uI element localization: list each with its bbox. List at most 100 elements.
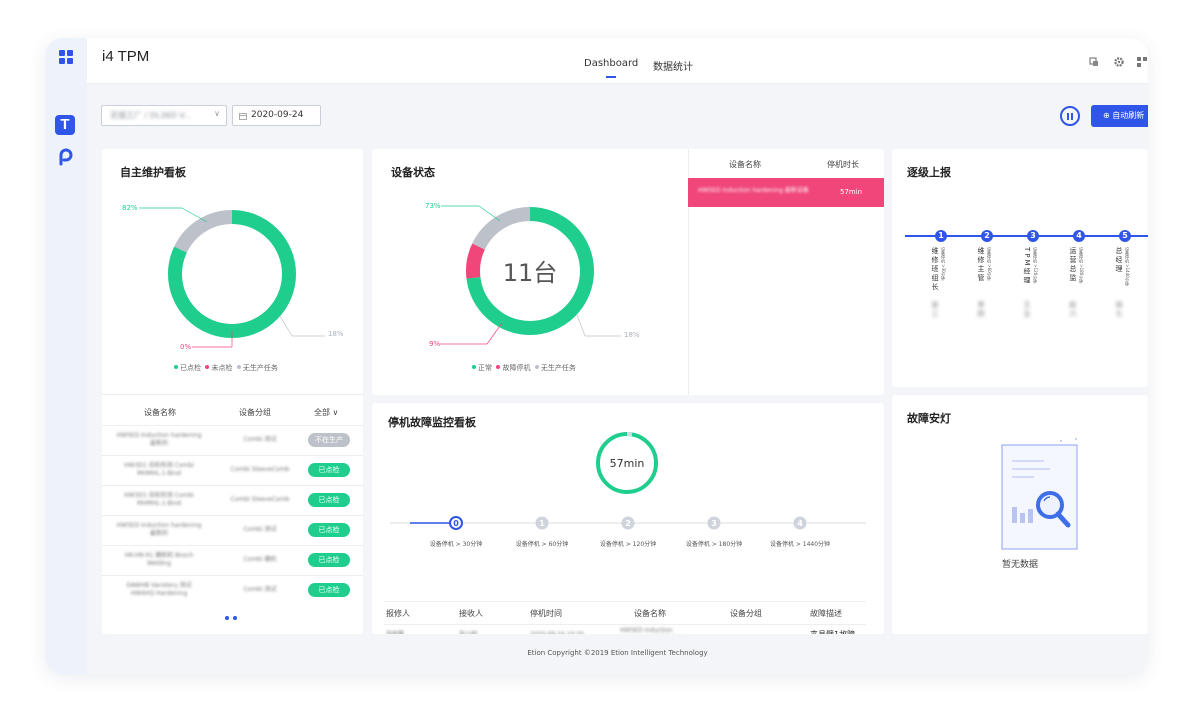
equipment-count: 11台: [503, 259, 558, 287]
app-window: T i4 TPM Dashboard 数据统计 无锡工厂 / DL36D V..…: [45, 38, 1148, 674]
escalation-person: 赵六: [1069, 301, 1077, 319]
andon-card: 故障安灯 暂无数据: [892, 395, 1148, 634]
downtime-row-cell: 2020-09-24 10:35: [530, 631, 600, 634]
svg-text:3: 3: [711, 519, 717, 528]
downtime-step-marker: 4: [793, 516, 807, 530]
downtime-column-header: 设备分组: [730, 609, 762, 618]
tab-statistics[interactable]: 数据统计: [653, 62, 693, 73]
downtime-column-header: 故障描述: [810, 609, 842, 618]
downtime-column-header: 设备名称: [634, 609, 666, 618]
escalation-person: 李四: [977, 301, 985, 319]
normal-percent-label: 73%: [425, 202, 441, 210]
row-device-group: Combi 测试: [243, 526, 277, 533]
column-device-group: 设备分组: [239, 408, 271, 417]
autonomous-donut-chart: 82% 0% 18%: [122, 204, 344, 351]
legend-unchecked: 未点检: [211, 364, 233, 372]
row-device-name: HK-HN-61 磨削机 Bosch Welding: [124, 552, 194, 567]
down-percent-label: 9%: [429, 340, 440, 348]
card-title: 设备状态: [391, 166, 435, 179]
factory-select-value: 无锡工厂 / DL36D V...: [110, 111, 192, 120]
downtime-step-marker: 2: [621, 516, 635, 530]
fullscreen-icon[interactable]: [1089, 57, 1099, 67]
status-badge[interactable]: 已点检: [308, 493, 350, 507]
column-downtime: 停机时长: [827, 160, 859, 169]
equipment-donut-chart: 11台 73% 9% 18%: [425, 202, 640, 348]
downtime-progress-track: 0 1 2 3 4: [390, 516, 866, 530]
status-badge[interactable]: 不在生产: [308, 433, 350, 447]
row-device-group: Combi 测试: [243, 586, 277, 593]
downtime-step-marker: 3: [707, 516, 721, 530]
escalation-step-marker: 4: [1073, 230, 1085, 242]
downtime-duration: 57min: [610, 457, 645, 470]
escalation-threshold: 设备停机 >180分钟: [1079, 247, 1084, 284]
row-device-group: Combi SleeveComb: [230, 496, 290, 503]
row-device-group: Combi 磨机: [243, 556, 277, 563]
checked-percent-label: 82%: [122, 204, 138, 212]
tpm-app-icon[interactable]: T: [55, 115, 75, 135]
downtime-column-header: 报修人: [386, 609, 410, 618]
row-device-group: Combi SleeveComb: [230, 466, 290, 473]
legend-checked: 已点检: [180, 364, 201, 372]
card-title: 自主维护看板: [120, 166, 186, 179]
downtime-row-cell: 张刚蕾: [386, 631, 456, 634]
status-filter-dropdown[interactable]: 全部 ∨: [314, 408, 339, 417]
pause-button[interactable]: [1060, 106, 1080, 126]
card-title: 故障安灯: [907, 412, 951, 425]
auto-refresh-button[interactable]: ⊕ 自动刷新: [1091, 105, 1148, 127]
svg-text:2: 2: [625, 519, 631, 528]
factory-select[interactable]: 无锡工厂 / DL36D V... ∨: [101, 105, 227, 126]
footer-copyright: Etion Copyright ©2019 Etion Intelligent …: [527, 649, 708, 657]
legend-down: 故障停机: [502, 364, 531, 372]
status-badge[interactable]: 已点检: [308, 583, 350, 597]
status-badge[interactable]: 已点检: [308, 463, 350, 477]
no-task-percent-label: 18%: [328, 330, 344, 338]
tab-dashboard[interactable]: Dashboard: [584, 58, 639, 78]
column-device-name: 设备名称: [144, 408, 176, 417]
downtime-step-marker: 1: [535, 516, 549, 530]
downtime-column-header: 停机时间: [530, 609, 562, 618]
card-title: 逐级上报: [907, 166, 951, 179]
column-device-name: 设备名称: [729, 160, 761, 169]
chevron-down-icon: ∨: [214, 109, 220, 118]
status-badge[interactable]: 已点检: [308, 553, 350, 567]
escalation-threshold: 设备停机 >30分钟: [941, 247, 946, 281]
empty-state-text: 暂无数据: [1001, 560, 1038, 570]
escalation-person: 钱七: [1115, 301, 1123, 319]
status-badge[interactable]: 已点检: [308, 523, 350, 537]
downtime-row-cell: 夹具臂1故障: [810, 631, 880, 635]
row-device-name: HW5ED Induction hardening 最新的: [116, 522, 202, 537]
escalation-threshold: 设备停机 >120分钟: [1033, 247, 1038, 284]
app-title: i4 TPM: [102, 48, 150, 65]
escalation-person: 王五: [1023, 301, 1031, 319]
down-slice: [466, 207, 594, 335]
downtime-step-label: 设备停机 > 1440分钟: [769, 541, 831, 548]
escalation-card: 逐级上报 1 维修班组长 设备停机 >30分钟 张三 2 维修主管 设备停机 >60分钟 李四…: [892, 149, 1148, 387]
escalation-role: 运营总监: [1069, 247, 1077, 283]
escalation-person: 张三: [931, 301, 939, 319]
downtime-row-cell: HW5ED Induction hardening 测试设备1: [620, 627, 673, 634]
no-task-slice: [466, 207, 594, 335]
downtime-step-label: 设备停机 > 60分钟: [515, 541, 569, 548]
secondary-app-icon[interactable]: [56, 148, 74, 166]
app-grid-icon[interactable]: [59, 50, 73, 64]
no-task-percent-label: 18%: [624, 331, 640, 339]
pagination-dots[interactable]: [225, 616, 239, 620]
row-device-name: HW5ED Induction hardening 最新的: [116, 432, 202, 447]
equipment-legend: 正常 故障停机 无生产任务: [472, 363, 576, 373]
downtime-column-header: 接收人: [459, 609, 483, 618]
date-picker[interactable]: 2020-09-24: [232, 105, 321, 126]
apps-icon[interactable]: [1137, 57, 1147, 67]
escalation-role: 维修主管: [977, 247, 985, 283]
settings-gear-icon[interactable]: [1114, 57, 1124, 67]
downtime-ring-chart: 57min: [596, 432, 658, 494]
equipment-status-card: 设备状态 11台 73% 9% 18% 正常 故障停机 无生产任务 设备名称 停…: [372, 149, 884, 395]
down-equipment-name: HW5ED Induction hardening 最新设备: [698, 187, 809, 194]
top-bar: i4 TPM Dashboard 数据统计: [87, 38, 1148, 84]
downtime-step-marker: 0: [449, 516, 463, 530]
downtime-monitor-card: 停机故障监控看板 57min 0 1 2 3 4 设备停机 > 30分钟 设备停机 > 6…: [372, 403, 884, 634]
escalation-step-marker: 5: [1119, 230, 1131, 242]
card-title: 停机故障监控看板: [388, 416, 476, 429]
down-equipment-row[interactable]: HW5ED Induction hardening 最新设备 57min: [688, 178, 884, 207]
down-equipment-duration: 57min: [840, 188, 863, 196]
legend-no-task: 无生产任务: [540, 364, 576, 372]
